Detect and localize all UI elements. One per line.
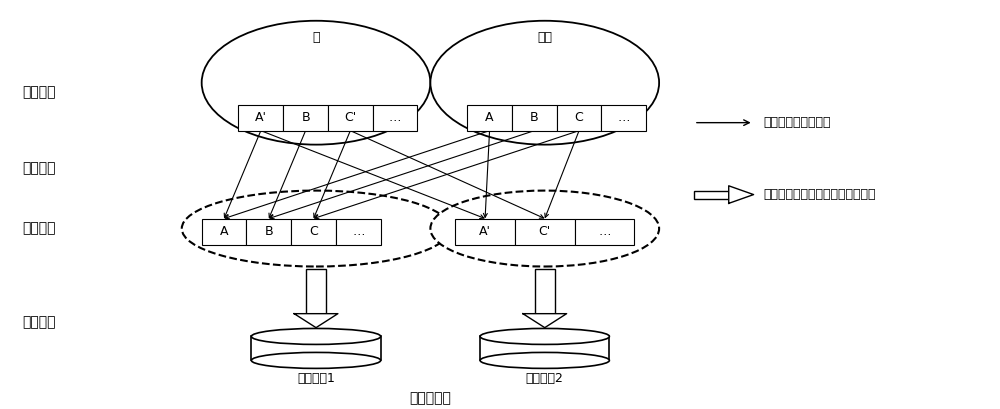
Polygon shape xyxy=(729,186,754,203)
Bar xyxy=(238,105,283,130)
Bar xyxy=(512,105,557,130)
Text: ：数据块的对应关系: ：数据块的对应关系 xyxy=(764,116,831,129)
Bar xyxy=(575,218,634,245)
Text: C: C xyxy=(575,111,583,124)
Ellipse shape xyxy=(430,191,659,267)
Ellipse shape xyxy=(251,328,381,344)
Text: …: … xyxy=(598,225,611,238)
Ellipse shape xyxy=(480,353,609,369)
Text: 物理设备2: 物理设备2 xyxy=(526,372,564,385)
Bar xyxy=(291,218,336,245)
Ellipse shape xyxy=(430,21,659,145)
Text: 快照设备: 快照设备 xyxy=(23,86,56,100)
Bar xyxy=(306,268,326,314)
Text: C: C xyxy=(309,225,318,238)
Polygon shape xyxy=(523,314,567,328)
Text: B: B xyxy=(530,111,539,124)
Text: 逻辑设备: 逻辑设备 xyxy=(23,222,56,236)
Text: 逻辑空间: 逻辑空间 xyxy=(23,162,56,175)
Text: C': C' xyxy=(539,225,551,238)
Bar xyxy=(328,105,373,130)
Text: A': A' xyxy=(479,225,491,238)
Text: 物理空间: 物理空间 xyxy=(23,315,56,330)
Text: B: B xyxy=(301,111,310,124)
Text: 快照: 快照 xyxy=(537,31,552,44)
Text: A': A' xyxy=(255,111,267,124)
Bar xyxy=(373,105,417,130)
Bar xyxy=(535,268,555,314)
Text: ：逻辑设备与物理设备的映射关系: ：逻辑设备与物理设备的映射关系 xyxy=(764,188,876,201)
Polygon shape xyxy=(294,314,338,328)
Text: 写时重定向: 写时重定向 xyxy=(409,391,451,405)
Text: 物理设备1: 物理设备1 xyxy=(297,372,335,385)
Text: …: … xyxy=(618,111,630,124)
Text: …: … xyxy=(352,225,365,238)
Bar xyxy=(480,337,609,360)
Bar xyxy=(694,191,729,199)
Bar xyxy=(601,105,646,130)
Text: B: B xyxy=(264,225,273,238)
Ellipse shape xyxy=(202,21,430,145)
Bar xyxy=(202,218,246,245)
Bar xyxy=(246,218,291,245)
Bar xyxy=(455,218,515,245)
Bar xyxy=(283,105,328,130)
Bar xyxy=(515,218,575,245)
Bar xyxy=(467,105,512,130)
Text: 源: 源 xyxy=(312,31,320,44)
Text: A: A xyxy=(220,225,228,238)
Bar xyxy=(251,337,381,360)
Bar xyxy=(557,105,601,130)
Ellipse shape xyxy=(182,191,450,267)
Ellipse shape xyxy=(251,353,381,369)
Text: C': C' xyxy=(344,111,356,124)
Text: A: A xyxy=(485,111,494,124)
Ellipse shape xyxy=(480,328,609,344)
Bar xyxy=(336,218,381,245)
Text: …: … xyxy=(389,111,401,124)
